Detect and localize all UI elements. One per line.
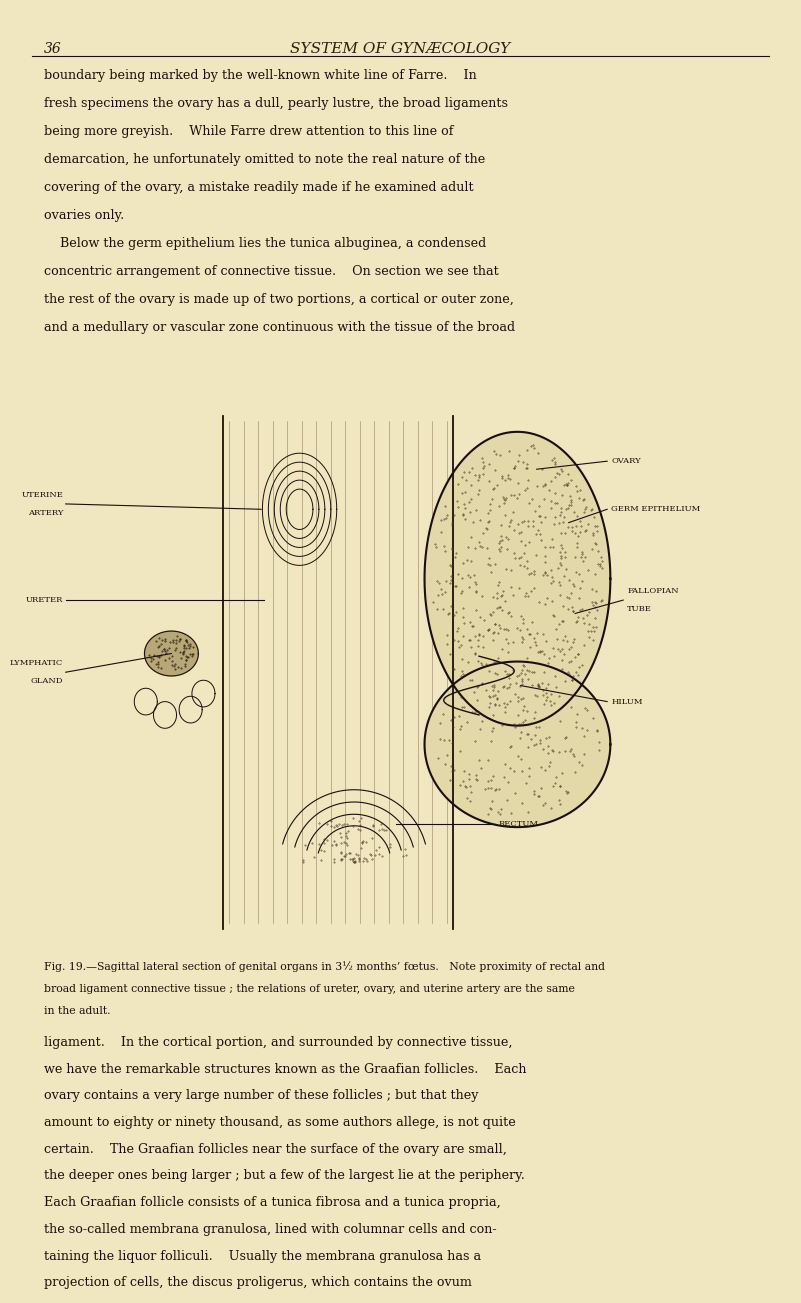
Text: the so-called membrana granulosa, lined with columnar cells and con-: the so-called membrana granulosa, lined … [44,1222,497,1235]
Text: ARTERY: ARTERY [28,509,63,517]
Text: fresh specimens the ovary has a dull, pearly lustre, the broad ligaments: fresh specimens the ovary has a dull, pe… [44,98,508,109]
Text: SYSTEM OF GYNÆCOLOGY: SYSTEM OF GYNÆCOLOGY [291,42,510,56]
Text: certain.    The Graafian follicles near the surface of the ovary are small,: certain. The Graafian follicles near the… [44,1143,507,1156]
Text: ovary contains a very large number of these follicles ; but that they: ovary contains a very large number of th… [44,1089,478,1102]
Text: demarcation, he unfortunately omitted to note the real nature of the: demarcation, he unfortunately omitted to… [44,152,485,165]
Text: 36: 36 [44,42,62,56]
Text: FALLOPIAN: FALLOPIAN [627,586,678,595]
Text: covering of the ovary, a mistake readily made if he examined adult: covering of the ovary, a mistake readily… [44,181,473,194]
Polygon shape [425,662,610,827]
Text: boundary being marked by the well-known white line of Farre.    In: boundary being marked by the well-known … [44,69,477,82]
Polygon shape [144,631,199,676]
Text: GERM EPITHELIUM: GERM EPITHELIUM [611,506,700,513]
Text: Below the germ epithelium lies the tunica albuginea, a condensed: Below the germ epithelium lies the tunic… [44,237,486,250]
Text: being more greyish.    While Farre drew attention to this line of: being more greyish. While Farre drew att… [44,125,453,138]
Text: projection of cells, the discus proligerus, which contains the ovum: projection of cells, the discus proliger… [44,1277,472,1289]
Text: amount to eighty or ninety thousand, as some authors allege, is not quite: amount to eighty or ninety thousand, as … [44,1115,516,1128]
Polygon shape [425,431,610,726]
Text: we have the remarkable structures known as the Graafian follicles.    Each: we have the remarkable structures known … [44,1063,526,1075]
Text: Each Graafian follicle consists of a tunica fibrosa and a tunica propria,: Each Graafian follicle consists of a tun… [44,1196,501,1209]
Text: UTERINE: UTERINE [22,491,63,499]
Text: and a medullary or vascular zone continuous with the tissue of the broad: and a medullary or vascular zone continu… [44,322,515,334]
Text: the rest of the ovary is made up of two portions, a cortical or outer zone,: the rest of the ovary is made up of two … [44,293,514,306]
Text: GLAND: GLAND [30,678,63,685]
Text: Fig. 19.—Sagittal lateral section of genital organs in 3½ months’ fœtus.   Note : Fig. 19.—Sagittal lateral section of gen… [44,962,605,972]
Text: HILUM: HILUM [611,697,642,706]
Text: OVARY: OVARY [611,457,641,465]
Text: the deeper ones being larger ; but a few of the largest lie at the periphery.: the deeper ones being larger ; but a few… [44,1170,525,1182]
Text: ligament.    In the cortical portion, and surrounded by connective tissue,: ligament. In the cortical portion, and s… [44,1036,513,1049]
Text: taining the liquor folliculi.    Usually the membrana granulosa has a: taining the liquor folliculi. Usually th… [44,1250,481,1263]
Text: broad ligament connective tissue ; the relations of ureter, ovary, and uterine a: broad ligament connective tissue ; the r… [44,984,575,994]
Text: URETER: URETER [26,595,63,605]
Text: ovaries only.: ovaries only. [44,210,124,222]
Text: LYMPHATIC: LYMPHATIC [10,659,63,667]
Text: in the adult.: in the adult. [44,1006,111,1016]
Text: RECTUM: RECTUM [499,821,539,829]
Text: concentric arrangement of connective tissue.    On section we see that: concentric arrangement of connective tis… [44,266,499,278]
Text: TUBE: TUBE [627,606,652,614]
